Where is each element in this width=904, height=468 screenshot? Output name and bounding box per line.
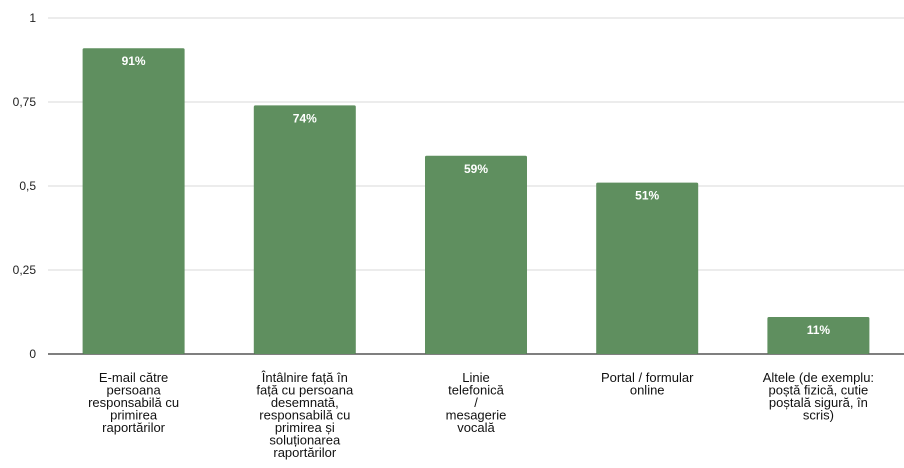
y-tick-label: 0,75: [13, 95, 37, 109]
y-tick-label: 0,5: [19, 179, 36, 193]
bar: [82, 48, 185, 355]
bar: [596, 182, 699, 354]
category-label: Portal / formular online: [601, 370, 694, 398]
bar: [253, 105, 356, 354]
y-tick-label: 1: [29, 11, 36, 25]
bars: [82, 48, 870, 355]
bar-data-label: 59%: [464, 162, 488, 176]
bar-data-label: 91%: [122, 54, 146, 68]
category-label: E-mail către persoana responsabilă cu primi…: [88, 370, 179, 435]
bar: [767, 317, 870, 354]
category-label: Altele (de exemplu: poștă fizică, cutie po…: [763, 370, 874, 423]
bar: [425, 155, 527, 354]
bar-data-label: 51%: [635, 189, 659, 203]
category-label: Linie telefonică / mesagerie vocală: [446, 370, 507, 435]
data-labels: 91% 74% 59% 51% 11%: [122, 54, 831, 337]
bar-data-label: 11%: [807, 323, 831, 337]
y-tick-label: 0: [29, 347, 36, 361]
y-axis-ticks: 0 0,25 0,5 0,75 1: [13, 11, 37, 361]
y-tick-label: 0,25: [13, 263, 37, 277]
category-label: Întâlnire față în față cu persoana desemna…: [256, 370, 354, 460]
x-axis-categories: E-mail către persoana responsabilă cu primi…: [88, 370, 874, 460]
bar-data-label: 74%: [293, 111, 317, 125]
